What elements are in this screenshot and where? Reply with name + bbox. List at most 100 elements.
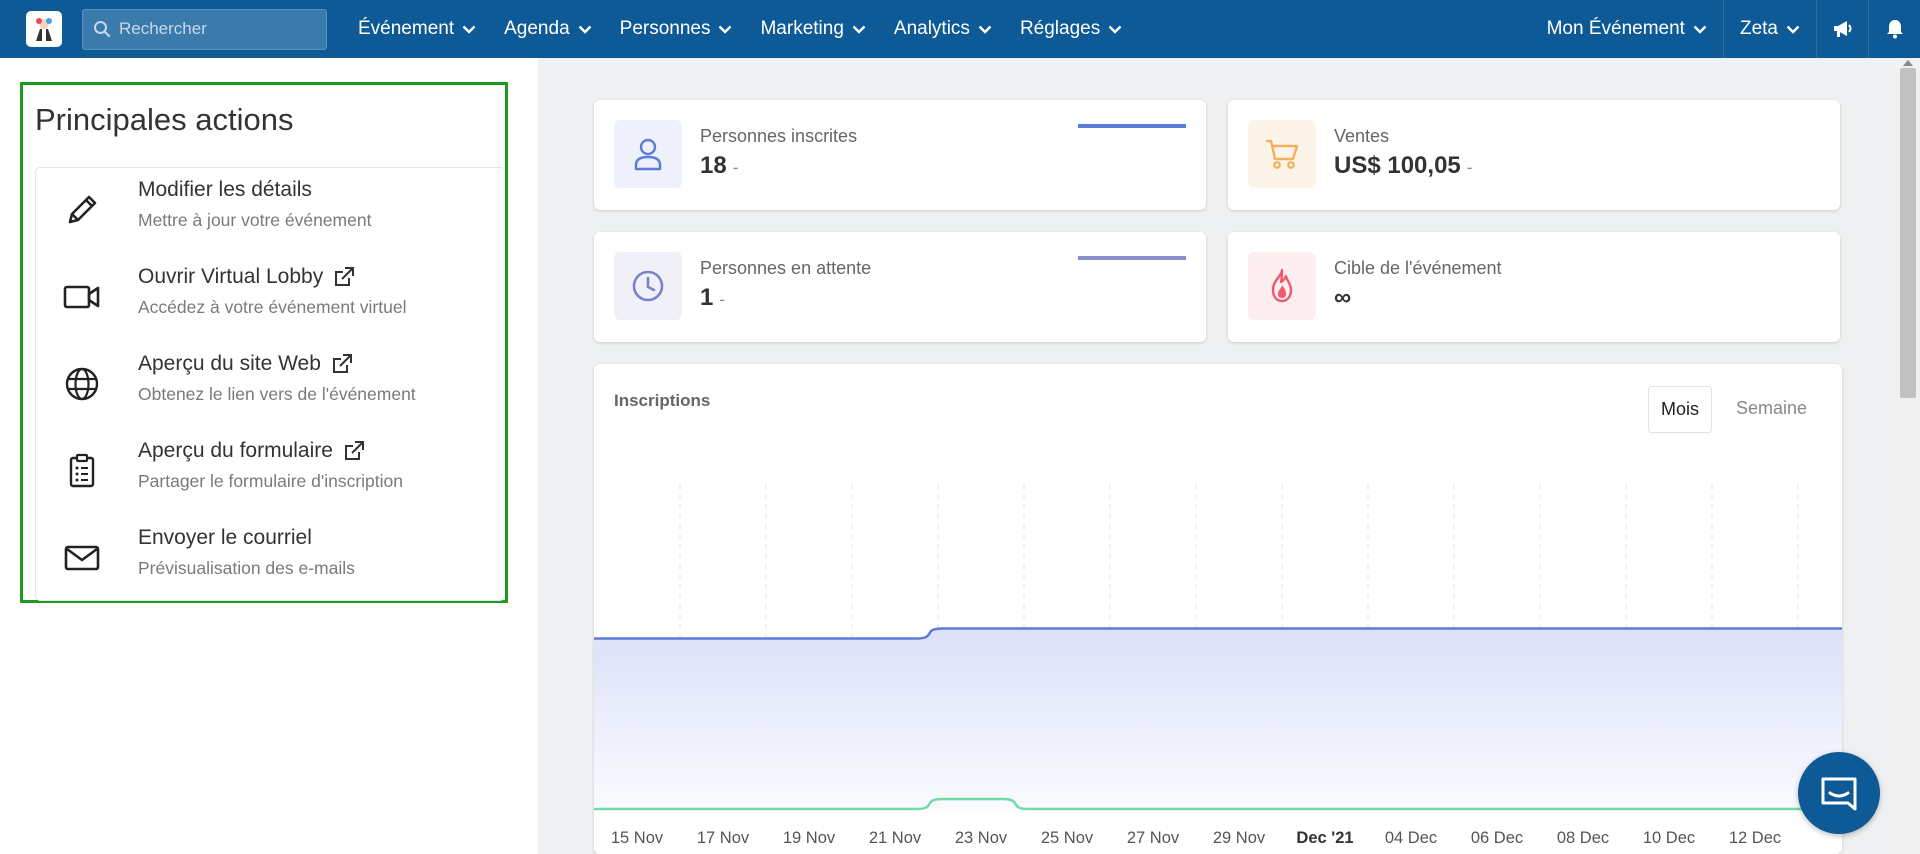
right-menu: Mon Événement Zeta [1531, 0, 1920, 58]
x-tick-label: 08 Dec [1557, 829, 1609, 847]
stat-value: US$ 100,05- [1334, 152, 1472, 180]
menu-label: Agenda [504, 18, 570, 39]
chart-series-line [594, 797, 1842, 811]
chat-launcher-button[interactable] [1798, 752, 1880, 834]
page-scrollbar[interactable] [1896, 58, 1920, 854]
x-tick-label: 23 Nov [955, 829, 1008, 847]
menu-reglages[interactable]: Réglages [1006, 0, 1136, 58]
actions-list: Modifier les détails Mettre à jour votre… [35, 167, 505, 601]
fire-icon [1248, 252, 1316, 320]
cart-icon [1248, 120, 1316, 188]
menu-label: Événement [358, 18, 455, 39]
stat-trend: - [719, 290, 726, 309]
menu-evenement[interactable]: Événement [344, 0, 490, 58]
event-selector[interactable]: Mon Événement [1531, 0, 1723, 58]
action-title: Envoyer le courriel [138, 526, 312, 549]
x-tick-label: 29 Nov [1213, 829, 1266, 847]
stat-number: US$ 100,05 [1334, 152, 1461, 179]
x-tick-label: 15 Nov [611, 829, 664, 847]
stat-card-waiting: Personnes en attente 1- [594, 232, 1206, 342]
stat-card-registered: Personnes inscrites 18- [594, 100, 1206, 210]
chevron-down-icon [462, 25, 476, 34]
action-title: Ouvrir Virtual Lobby [138, 265, 324, 288]
action-subtitle: Obtenez le lien vers de l'événement [138, 384, 416, 404]
main-menu: Événement Agenda Personnes Marketing Ana… [344, 0, 1136, 58]
search-box[interactable] [82, 8, 327, 50]
stat-trend: - [732, 158, 739, 177]
left-panel: Principales actions Modifier les détails… [0, 58, 538, 854]
stat-card-sales: Ventes US$ 100,05- [1228, 100, 1840, 210]
action-subtitle: Partager le formulaire d'inscription [138, 471, 403, 491]
action-title: Aperçu du formulaire [138, 439, 333, 462]
dashboard-main: Personnes inscrites 18- Ventes US$ 100,0… [538, 58, 1898, 854]
pencil-icon [58, 186, 106, 234]
chart-area-fill [594, 628, 1842, 809]
stat-number: ∞ [1334, 284, 1352, 311]
chart-title: Inscriptions [614, 391, 711, 410]
stat-value: 18- [700, 152, 738, 180]
globe-icon [58, 360, 106, 408]
menu-analytics[interactable]: Analytics [880, 0, 1006, 58]
x-tick-label: 17 Nov [697, 829, 750, 847]
user-menu[interactable]: Zeta [1722, 0, 1816, 58]
action-title: Aperçu du site Web [138, 352, 321, 375]
logo-icon [36, 18, 52, 41]
registrations-chart: 15 Nov 17 Nov 19 Nov 21 Nov 23 Nov 25 Nov 27 N… [594, 484, 1842, 847]
action-open-virtual-lobby[interactable]: Ouvrir Virtual Lobby Accédez à votre évé… [36, 255, 506, 342]
chevron-down-icon [978, 25, 992, 34]
x-tick-label: 04 Dec [1385, 829, 1437, 847]
toggle-week[interactable]: Semaine [1736, 398, 1808, 418]
x-tick-label: 25 Nov [1041, 829, 1094, 847]
action-subtitle: Accédez à votre événement virtuel [138, 297, 407, 317]
x-tick-label: 06 Dec [1471, 829, 1523, 847]
menu-personnes[interactable]: Personnes [606, 0, 747, 58]
event-selector-label: Mon Événement [1546, 18, 1685, 39]
x-tick-label: 27 Nov [1127, 829, 1180, 847]
menu-agenda[interactable]: Agenda [490, 0, 606, 58]
x-tick-label: 12 Dec [1729, 829, 1781, 847]
stat-sparkline [1078, 124, 1186, 128]
menu-label: Marketing [760, 18, 844, 39]
stat-value: ∞ [1334, 284, 1357, 312]
stat-trend: - [1466, 158, 1473, 177]
menu-marketing[interactable]: Marketing [746, 0, 879, 58]
app-logo[interactable] [26, 11, 62, 47]
search-input[interactable] [119, 19, 309, 39]
action-subtitle: Mettre à jour votre événement [138, 210, 372, 230]
chevron-down-icon [1108, 25, 1122, 34]
clipboard-icon [58, 447, 106, 495]
video-camera-icon [58, 273, 106, 321]
external-link-icon [344, 441, 364, 460]
announcements-button[interactable] [1816, 0, 1868, 58]
x-tick-label: 21 Nov [869, 829, 922, 847]
toggle-month[interactable]: Mois [1648, 386, 1713, 433]
action-website-preview[interactable]: Aperçu du site Web Obtenez le lien vers … [36, 342, 506, 429]
chevron-down-icon [719, 25, 732, 34]
notifications-button[interactable] [1868, 0, 1920, 58]
menu-label: Personnes [619, 18, 711, 39]
action-edit-details[interactable]: Modifier les détails Mettre à jour votre… [36, 168, 506, 255]
user-name: Zeta [1739, 18, 1778, 39]
stat-label: Cible de l'événement [1334, 258, 1502, 278]
menu-label: Réglages [1019, 18, 1101, 39]
search-icon [94, 21, 111, 38]
stat-label: Ventes [1334, 126, 1390, 146]
envelope-icon [58, 534, 106, 582]
scroll-thumb[interactable] [1900, 68, 1916, 398]
external-link-icon [335, 267, 355, 286]
action-subtitle: Prévisualisation des e-mails [138, 558, 355, 578]
person-icon [614, 120, 682, 188]
top-navbar: Événement Agenda Personnes Marketing Ana… [0, 0, 1920, 58]
megaphone-icon [1833, 21, 1851, 37]
scroll-up-arrow-icon[interactable] [1903, 60, 1913, 66]
bell-icon [1886, 20, 1903, 39]
stat-card-target: Cible de l'événement ∞ [1228, 232, 1840, 342]
action-send-email[interactable]: Envoyer le courriel Prévisualisation des… [36, 516, 506, 603]
chart-series-line [594, 627, 1842, 640]
stat-value: 1- [700, 284, 725, 312]
chevron-down-icon [578, 25, 591, 34]
action-title: Modifier les détails [138, 178, 312, 201]
stat-label: Personnes en attente [700, 258, 872, 278]
main-actions-panel: Principales actions Modifier les détails… [20, 82, 508, 603]
action-form-preview[interactable]: Aperçu du formulaire Partager le formula… [36, 429, 506, 516]
